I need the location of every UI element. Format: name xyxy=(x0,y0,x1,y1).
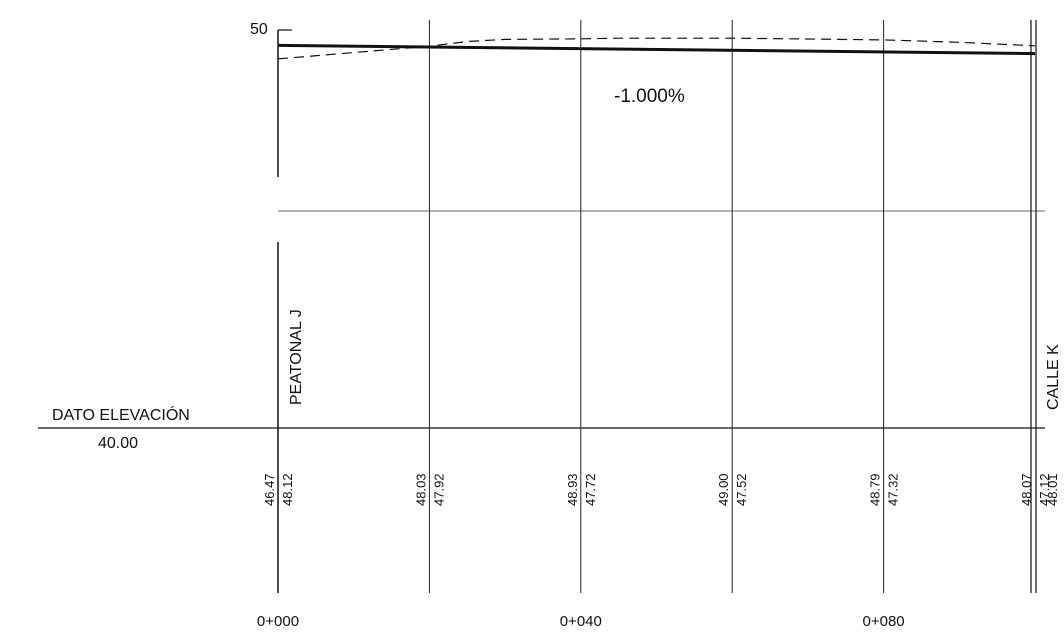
end-street-label: CALLE K xyxy=(1045,344,1062,410)
datum-value: 40.00 xyxy=(98,435,138,452)
grade-label: -1.000% xyxy=(614,86,685,107)
y-top-label: 50 xyxy=(250,21,268,38)
station-design-elev: 47.12 xyxy=(1037,473,1052,506)
label-layer: 46.47 48.12 48.03 47.92 48.93 47.72 49.00 47.52… xyxy=(257,473,1060,630)
series-layer xyxy=(277,37,1036,60)
station-existing-elev: 48.03 xyxy=(413,473,428,506)
station-design-elev: 47.32 xyxy=(886,473,901,506)
station-design-elev: 47.72 xyxy=(583,473,598,506)
x-tick-label: 0+040 xyxy=(560,613,602,630)
station-existing-elev: 48.07 xyxy=(1019,473,1034,506)
station-existing-elev: 46.47 xyxy=(262,473,277,506)
x-tick-label: 0+080 xyxy=(863,613,905,630)
design-grade-line xyxy=(277,43,1036,56)
datum-label: DATO ELEVACIÓN xyxy=(52,405,190,424)
station-design-elev: 48.12 xyxy=(280,473,295,506)
start-street-label: PEATONAL J xyxy=(288,309,305,405)
station-existing-elev: 48.01 xyxy=(1045,473,1060,506)
station-existing-elev: 48.93 xyxy=(565,473,580,506)
existing-ground-line xyxy=(277,37,1036,60)
grid-layer xyxy=(428,20,885,593)
station-existing-elev: 49.00 xyxy=(716,473,731,506)
station-design-elev: 47.92 xyxy=(431,473,446,506)
station-design-elev: 47.52 xyxy=(734,473,749,506)
x-tick-label: 0+000 xyxy=(257,613,299,630)
station-existing-elev: 48.79 xyxy=(868,473,883,506)
